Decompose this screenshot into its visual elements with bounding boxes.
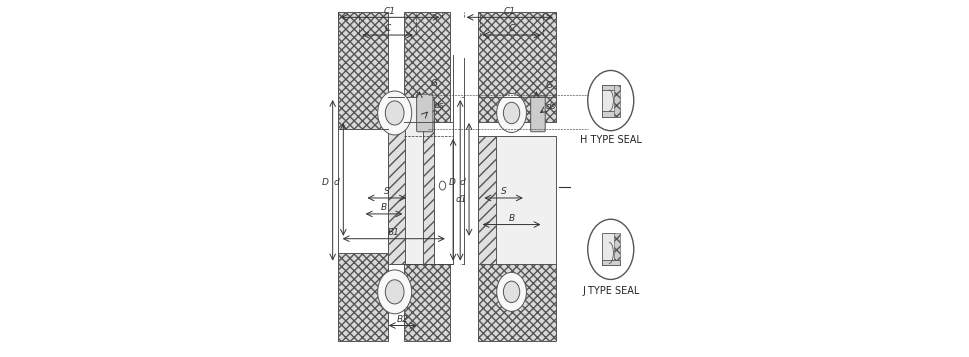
Bar [602, 85, 619, 90]
Bar [602, 85, 614, 116]
FancyBboxPatch shape [530, 96, 545, 132]
Text: S: S [384, 187, 389, 196]
Text: B: B [381, 203, 387, 212]
Bar [422, 97, 433, 263]
Ellipse shape [377, 270, 411, 314]
Text: C: C [508, 25, 515, 34]
Text: ds: ds [433, 101, 444, 110]
Bar [403, 263, 449, 341]
Bar [613, 233, 619, 265]
Ellipse shape [439, 181, 445, 190]
Ellipse shape [385, 280, 404, 304]
Bar [613, 85, 619, 116]
Bar [602, 111, 619, 116]
Text: C1: C1 [503, 7, 516, 16]
Ellipse shape [496, 272, 526, 311]
Text: G: G [429, 79, 437, 89]
Bar [478, 263, 555, 341]
FancyBboxPatch shape [417, 94, 432, 132]
Ellipse shape [496, 94, 526, 132]
Text: D: D [449, 177, 455, 187]
Text: B1: B1 [388, 228, 399, 237]
Text: d1: d1 [455, 195, 467, 204]
Bar [478, 12, 555, 122]
Text: C1: C1 [384, 7, 395, 16]
Bar [337, 12, 388, 129]
Text: H TYPE SEAL: H TYPE SEAL [579, 135, 641, 145]
Ellipse shape [503, 102, 519, 124]
Text: ds: ds [546, 102, 556, 111]
Bar [337, 253, 388, 341]
Text: G: G [546, 81, 552, 90]
Text: B: B [508, 214, 515, 223]
Text: C: C [384, 25, 391, 34]
Bar [602, 233, 614, 265]
Text: J TYPE SEAL: J TYPE SEAL [581, 286, 639, 296]
Ellipse shape [587, 70, 633, 131]
Text: S: S [500, 187, 506, 196]
Ellipse shape [503, 281, 519, 303]
Bar [403, 12, 449, 122]
Ellipse shape [385, 101, 404, 125]
Ellipse shape [377, 91, 411, 135]
Bar [602, 260, 619, 265]
Text: d: d [459, 177, 465, 187]
Bar [478, 136, 555, 263]
Bar [478, 136, 495, 263]
Text: B2: B2 [396, 315, 408, 324]
Bar [388, 97, 433, 263]
Bar [388, 97, 405, 263]
Text: D: D [322, 177, 328, 187]
Ellipse shape [587, 219, 633, 280]
Text: d: d [333, 177, 339, 187]
